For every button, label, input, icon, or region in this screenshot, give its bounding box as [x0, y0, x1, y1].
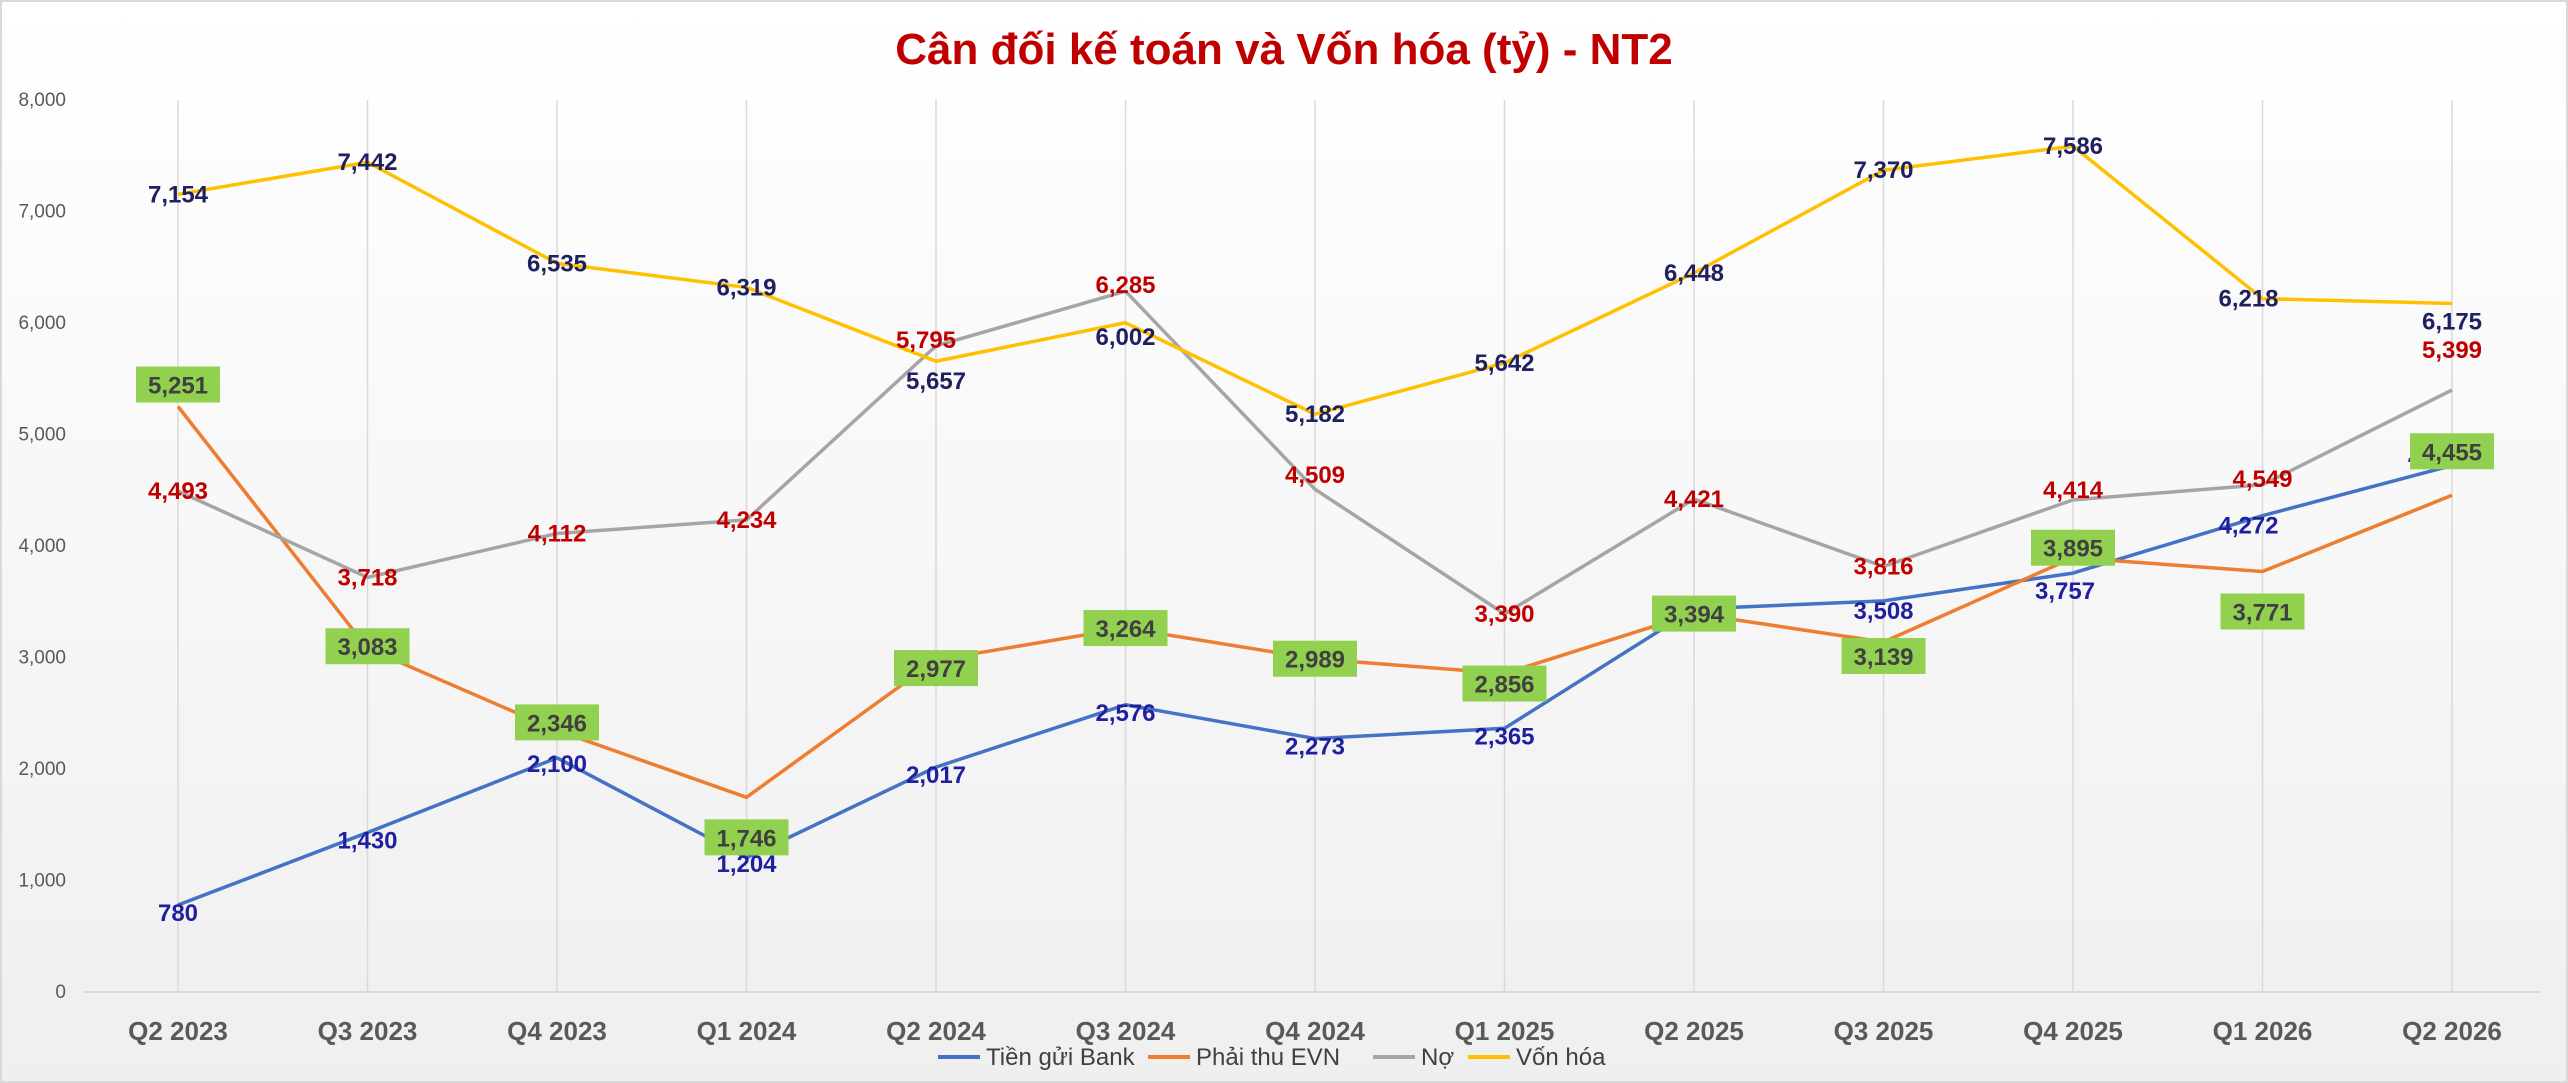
data-label: 3,139 — [1853, 644, 1913, 671]
data-label: 4,509 — [1285, 462, 1345, 489]
x-tick-label: Q1 2024 — [697, 1016, 797, 1046]
data-label: 4,549 — [2232, 466, 2292, 493]
legend-label: Tiền gửi Bank — [986, 1044, 1136, 1071]
x-tick-label: Q2 2023 — [128, 1016, 228, 1046]
legend-label: Nợ — [1421, 1044, 1454, 1071]
data-label: 3,757 — [2035, 578, 2095, 605]
data-label-box — [704, 819, 789, 856]
data-label: 2,856 — [1474, 672, 1534, 699]
data-label: 3,264 — [1095, 616, 1156, 643]
data-label: 3,394 — [1664, 602, 1725, 629]
data-label: 6,285 — [1095, 272, 1155, 299]
x-tick-label: Q2 2025 — [1644, 1016, 1744, 1046]
data-label-box — [515, 704, 599, 741]
x-tick-label: Q1 2025 — [1455, 1016, 1555, 1046]
data-label: 2,989 — [1285, 647, 1345, 674]
label-layer: 7,154 7,442 6,535 6,319 5,657 6,002 5,182 5,642… — [136, 133, 2494, 927]
data-label-box — [1462, 665, 1547, 702]
data-label: 6,218 — [2218, 286, 2278, 313]
data-label-box — [2031, 529, 2115, 566]
y-tick-label: 3,000 — [18, 648, 66, 669]
legend-label: Phải thu EVN — [1196, 1044, 1340, 1071]
data-label: 6,448 — [1664, 260, 1724, 287]
grid-layer — [177, 100, 2453, 992]
data-label: 2,977 — [906, 656, 966, 683]
data-label: 4,493 — [148, 478, 208, 505]
data-label: 5,642 — [1474, 350, 1534, 377]
data-label: 780 — [158, 900, 198, 927]
y-tick-label: 8,000 — [18, 90, 66, 111]
data-label: 5,251 — [148, 373, 208, 400]
data-label: 6,175 — [2422, 308, 2482, 335]
y-tick-label: 5,000 — [18, 425, 66, 446]
data-label: 3,771 — [2232, 600, 2292, 627]
data-label: 4,272 — [2218, 513, 2278, 540]
data-label: 3,390 — [1474, 601, 1534, 628]
data-label-box — [136, 366, 220, 403]
data-label: 2,365 — [1474, 723, 1534, 750]
data-label: 4,234 — [716, 507, 777, 534]
data-label: 7,370 — [1853, 157, 1913, 184]
x-tick-label: Q3 2025 — [1834, 1016, 1934, 1046]
data-label: 2,346 — [527, 710, 587, 737]
data-label-box — [1652, 595, 1736, 632]
data-label: 5,182 — [1285, 401, 1345, 428]
data-label: 1,430 — [337, 828, 397, 855]
y-tick-label: 0 — [55, 982, 66, 1003]
x-tick-label: Q2 2024 — [886, 1016, 986, 1046]
data-label-box — [325, 628, 410, 665]
data-label: 3,508 — [1853, 598, 1913, 625]
x-tick-label: Q2 2026 — [2402, 1016, 2502, 1046]
data-label: 4,112 — [528, 521, 587, 548]
x-tick-label: Q3 2024 — [1076, 1016, 1176, 1046]
data-label: 6,002 — [1095, 324, 1155, 351]
y-tick-label: 2,000 — [18, 759, 66, 780]
data-label: 7,442 — [337, 149, 397, 176]
data-label: 5,399 — [2422, 337, 2482, 364]
data-label: 3,895 — [2043, 536, 2103, 563]
data-label-box — [2220, 593, 2305, 630]
series-line — [177, 463, 2453, 907]
data-label: 5,795 — [896, 327, 956, 354]
data-label: 1,746 — [716, 825, 776, 852]
data-label: 4,421 — [1664, 486, 1724, 513]
axis-layer: 0 1,000 2,000 3,000 4,000 5,000 6,000 7,000 8,00… — [18, 90, 2540, 1046]
data-label: 2,273 — [1285, 734, 1345, 761]
data-label-box — [1841, 638, 1926, 675]
data-label-box — [1083, 610, 1168, 647]
data-label-box — [894, 650, 978, 687]
series-line — [177, 144, 2453, 416]
x-tick-label: Q4 2023 — [507, 1016, 607, 1046]
data-label: 3,718 — [337, 564, 397, 591]
x-tick-label: Q4 2025 — [2023, 1016, 2123, 1046]
y-tick-label: 6,000 — [18, 313, 66, 334]
data-label: 3,816 — [1853, 554, 1913, 581]
data-label: 2,576 — [1095, 700, 1155, 727]
y-tick-label: 7,000 — [18, 202, 66, 223]
data-label: 7,586 — [2043, 133, 2103, 160]
data-label: 4,414 — [2043, 477, 2104, 504]
legend: Tiền gửi Bank Phải thu EVN Nợ Vốn hóa — [938, 1044, 1606, 1071]
series-line — [177, 289, 2453, 616]
data-label: 7,154 — [148, 181, 209, 208]
legend-label: Vốn hóa — [1516, 1044, 1606, 1071]
x-tick-label: Q1 2026 — [2213, 1016, 2313, 1046]
data-label-box — [2410, 433, 2494, 470]
data-label: 2,100 — [527, 751, 587, 778]
data-label: 3,083 — [337, 634, 397, 661]
y-tick-label: 4,000 — [18, 536, 66, 557]
data-label: 2,017 — [906, 762, 966, 789]
data-label: 6,535 — [527, 250, 587, 277]
chart-title: Cân đối kế toán và Vốn hóa (tỷ) - NT2 — [895, 25, 1672, 74]
x-tick-label: Q4 2024 — [1265, 1016, 1365, 1046]
x-tick-label: Q3 2023 — [318, 1016, 418, 1046]
data-label: 4,455 — [2422, 439, 2482, 466]
data-label-box — [1273, 640, 1357, 677]
y-tick-label: 1,000 — [18, 871, 66, 892]
data-label: 6,319 — [716, 274, 776, 301]
data-label: 5,657 — [906, 368, 966, 395]
